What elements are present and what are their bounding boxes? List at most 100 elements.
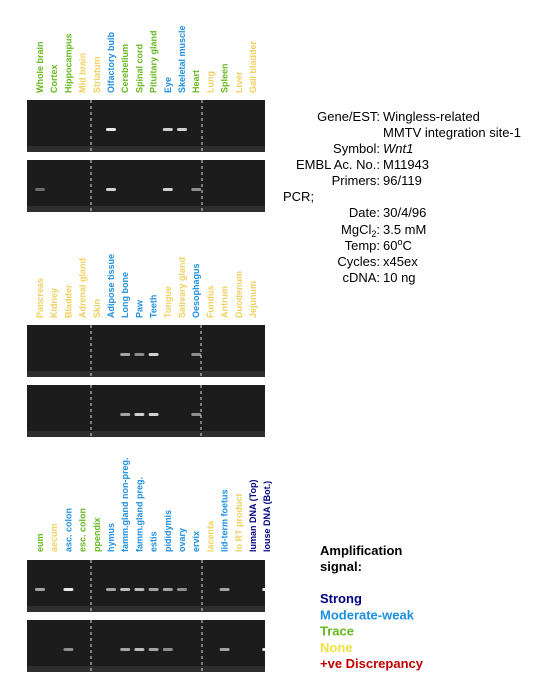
lane-label: Gall bladder	[248, 40, 258, 93]
gel-panel: Pancreas Kidney Bladder Adrenal gland Skin Ad…	[27, 254, 265, 437]
gel-band	[162, 128, 173, 131]
info-label: Symbol:	[333, 141, 380, 156]
gel-panel: Whole brain Cortex Hippocampus Mid brain Str…	[27, 25, 265, 212]
lane-label: Lung	[205, 71, 215, 93]
gel-band	[148, 413, 159, 416]
lane-label: Striatum	[92, 56, 102, 93]
lane-label: hymus	[106, 523, 116, 552]
lane-label: Cortex	[49, 64, 59, 93]
info-value: M11943	[383, 157, 429, 172]
info-label: Primers:	[332, 173, 380, 188]
lane-label: Pancreas	[35, 278, 45, 318]
gel-band	[191, 188, 202, 191]
legend-item: Trace	[320, 624, 354, 639]
gel-panel: eum aecum asc. colon esc. colon ppendix hymus…	[27, 458, 273, 672]
info-value: MMTV integration site-1	[383, 125, 521, 140]
info-label: PCR;	[283, 189, 314, 204]
gel-band	[219, 648, 230, 651]
info-value: 96/119	[383, 173, 422, 188]
gel-image	[27, 560, 265, 612]
lane-label: ppendix	[92, 517, 102, 552]
gel-band	[35, 188, 45, 191]
info-label: Date:	[349, 205, 380, 220]
lane-label: esc. colon	[78, 508, 88, 552]
gel-well-row	[27, 606, 265, 612]
lane-label: Hippocampus	[63, 33, 73, 93]
info-value: 3.5 mM	[383, 222, 426, 237]
lane-label: lid-term foetus	[220, 489, 230, 552]
gel-band	[162, 188, 173, 191]
gel-image	[27, 385, 265, 437]
gel-band	[134, 353, 145, 356]
info-label: Temp:	[345, 238, 380, 253]
lane-label: Duodenum	[234, 271, 244, 318]
lane-label: Olfactory bulb	[106, 31, 116, 93]
lane-label: Bladder	[63, 284, 73, 318]
lane-label: Jejunum	[248, 281, 258, 318]
lane-label: Whole brain	[35, 42, 45, 94]
gel-band	[148, 648, 159, 651]
legend-item: Moderate-weak	[320, 607, 415, 622]
gel-band	[177, 588, 187, 591]
lane-label: ervix	[191, 531, 201, 552]
gel-band	[148, 588, 159, 591]
legend-item: None	[320, 640, 353, 655]
info-value: 10 ng	[383, 270, 416, 285]
lane-label: Pituitary gland	[149, 30, 159, 93]
lane-label: Long bone	[120, 272, 130, 318]
lane-label: Fundus	[205, 286, 215, 319]
gel-band	[106, 588, 116, 591]
gel-band	[148, 353, 159, 356]
lane-label: lacenta	[205, 520, 215, 552]
gel-image	[27, 160, 265, 212]
info-value: Wingless-related	[383, 109, 480, 124]
gel-band	[120, 588, 131, 591]
info-label: Cycles:	[337, 254, 380, 269]
gel-image	[27, 325, 265, 377]
lane-label: Liver	[234, 71, 244, 93]
legend: Amplification signal: StrongModerate-wea…	[320, 543, 424, 671]
lane-label: ovary	[177, 528, 187, 552]
lane-label: Heart	[191, 70, 201, 93]
lane-label: Cerebellum	[120, 44, 130, 93]
lane-label: aecum	[49, 523, 59, 552]
info-label: MgCl	[341, 222, 371, 237]
lane-label: Adipose tissue	[106, 254, 116, 318]
info-panel: Gene/EST: Wingless-related MMTV integrat…	[283, 109, 521, 285]
gel-band	[262, 588, 273, 591]
gel-well-row	[27, 666, 265, 672]
info-value: x45ex	[383, 254, 418, 269]
gel-well-row	[27, 206, 265, 212]
gel-band	[219, 588, 230, 591]
info-superscript: o	[397, 237, 402, 247]
lane-label: luman DNA (Top)	[248, 480, 258, 553]
lane-label: louse DNA (Bot.)	[262, 481, 272, 552]
gel-band	[134, 413, 145, 416]
lane-label: Spleen	[220, 63, 230, 93]
info-label: EMBL Ac. No.:	[296, 157, 380, 172]
gel-band	[177, 128, 187, 131]
gel-well-row	[27, 431, 265, 437]
gel-band	[120, 353, 131, 356]
gel-well-row	[27, 371, 265, 377]
info-label: Gene/EST:	[317, 109, 380, 124]
lane-label: Oesophagus	[191, 263, 201, 318]
info-value: C	[402, 238, 411, 253]
lane-label: estis	[149, 531, 159, 552]
gel-image	[27, 100, 265, 152]
legend-title: Amplification	[320, 543, 402, 558]
gel-image	[27, 620, 265, 672]
lane-label: famm.gland non-preg.	[120, 458, 130, 553]
gel-band	[134, 588, 145, 591]
gel-band	[134, 648, 145, 651]
legend-item: +ve Discrepancy	[320, 656, 424, 671]
lane-label: Tongue	[163, 286, 173, 318]
info-label: cDNA:	[342, 270, 380, 285]
lane-label: famm.gland preg.	[134, 477, 144, 552]
info-value: 60	[383, 238, 397, 253]
lane-label: Teeth	[149, 295, 159, 318]
lane-label: Mid brain	[78, 53, 88, 93]
lane-label: Skeletal muscle	[177, 25, 187, 93]
lane-label: pididymis	[163, 510, 173, 552]
